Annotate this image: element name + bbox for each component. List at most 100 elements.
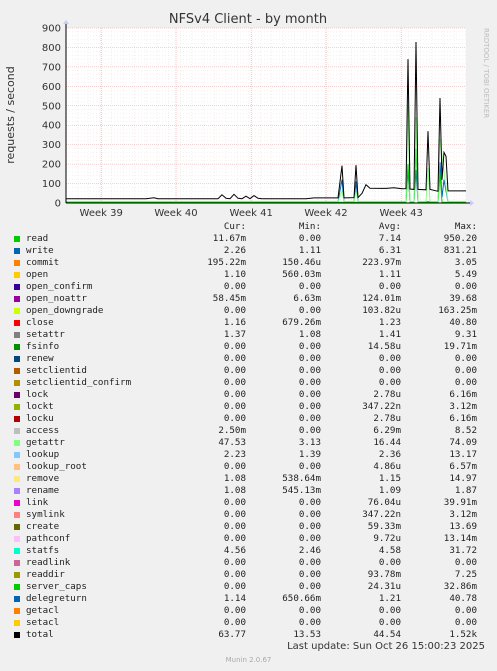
legend-name: getacl — [26, 605, 60, 616]
series-line-getattr — [66, 105, 466, 202]
legend-cur: 1.37 — [223, 329, 246, 340]
legend-swatch — [14, 392, 20, 398]
legend-avg: 7.14 — [378, 233, 401, 244]
y-tick-label: 800 — [42, 43, 61, 54]
legend-max: 32.86m — [443, 581, 477, 592]
y-tick-label: 900 — [42, 24, 61, 35]
legend-max: 7.25 — [454, 569, 477, 580]
legend-min: 2.46 — [298, 545, 321, 556]
legend-row-rename: rename 1.08 545.13m 1.09 1.87 — [12, 485, 484, 497]
legend-cur: 0.00 — [223, 509, 246, 520]
legend-name: open_noattr — [26, 293, 87, 304]
legend-cur: 0.00 — [223, 401, 246, 412]
legend-cur: 0.00 — [223, 365, 246, 376]
legend-avg: 2.78u — [373, 413, 401, 424]
legend-avg: 4.86u — [373, 461, 401, 472]
y-tick-label: 0 — [55, 199, 61, 210]
x-tick-label: Week 40 — [154, 208, 197, 219]
legend-row-server_caps: server_caps 0.00 0.00 24.31u 32.86m — [12, 581, 484, 593]
legend-name: delegreturn — [26, 593, 87, 604]
legend-cur: 0.00 — [223, 461, 246, 472]
legend-avg: 59.33m — [367, 521, 401, 532]
legend-min: 0.00 — [298, 341, 321, 352]
legend-cur: 0.00 — [223, 305, 246, 316]
legend-cur: 63.77 — [218, 629, 246, 640]
legend-cur: 58.45m — [212, 293, 246, 304]
legend-row-close: close 1.16 679.26m 1.23 40.80 — [12, 317, 484, 329]
legend-cur: 0.00 — [223, 617, 246, 628]
legend-swatch — [14, 272, 20, 278]
legend-swatch — [14, 332, 20, 338]
legend-row-link: link 0.00 0.00 76.04u 39.91m — [12, 497, 484, 509]
legend-swatch — [14, 236, 20, 242]
legend-row-read: read 11.67m 0.00 7.14 950.20 — [12, 233, 484, 245]
legend-swatch — [14, 248, 20, 254]
legend-cur: 0.00 — [223, 413, 246, 424]
legend-swatch — [14, 524, 20, 530]
last-update: Last update: Sun Oct 26 15:00:23 2025 — [287, 641, 485, 652]
legend-min: 545.13m — [282, 485, 321, 496]
legend-avg: 93.78m — [367, 569, 401, 580]
legend-max: 39.91m — [443, 497, 477, 508]
header-avg: Avg: — [378, 221, 401, 232]
legend-swatch — [14, 464, 20, 470]
legend-row-open_noattr: open_noattr 58.45m 6.63m 124.01m 39.68 — [12, 293, 484, 305]
legend-name: lockt — [26, 401, 54, 412]
legend-swatch — [14, 380, 20, 386]
legend-swatch — [14, 416, 20, 422]
legend-swatch — [14, 572, 20, 578]
y-tick-label: 500 — [42, 101, 61, 112]
legend-row-create: create 0.00 0.00 59.33m 13.69 — [12, 521, 484, 533]
legend-avg: 1.15 — [378, 473, 401, 484]
legend-cur: 0.00 — [223, 521, 246, 532]
legend-name: close — [26, 317, 54, 328]
legend-row-readdir: readdir 0.00 0.00 93.78m 7.25 — [12, 569, 484, 581]
legend-avg: 14.58u — [367, 341, 401, 352]
legend-max: 950.20 — [443, 233, 477, 244]
legend-max: 19.71m — [443, 341, 477, 352]
legend-row-getacl: getacl 0.00 0.00 0.00 0.00 — [12, 605, 484, 617]
legend-name: lookup — [26, 449, 60, 460]
legend-min: 0.00 — [298, 233, 321, 244]
x-axis-arrow — [470, 200, 474, 206]
legend-swatch — [14, 428, 20, 434]
legend-cur: 195.22m — [207, 257, 246, 268]
legend-name: renew — [26, 353, 54, 364]
legend-name: setattr — [26, 329, 65, 340]
legend-row-setclientid_confirm: setclientid_confirm 0.00 0.00 0.00 0.00 — [12, 377, 484, 389]
legend-max: 0.00 — [454, 557, 477, 568]
legend-name: statfs — [26, 545, 60, 556]
legend-max: 13.14m — [443, 533, 477, 544]
legend-min: 13.53 — [293, 629, 321, 640]
legend-row-lookup: lookup 2.23 1.39 2.36 13.17 — [12, 449, 484, 461]
legend-swatch — [14, 260, 20, 266]
legend-avg: 347.22n — [362, 401, 401, 412]
legend-swatch — [14, 512, 20, 518]
legend-max: 0.00 — [454, 365, 477, 376]
legend-min: 0.00 — [298, 413, 321, 424]
header-min: Min: — [298, 221, 321, 232]
x-tick-label: Week 42 — [304, 208, 347, 219]
legend-avg: 1.41 — [378, 329, 401, 340]
y-tick-label: 300 — [42, 140, 61, 151]
legend-name: readdir — [26, 569, 65, 580]
legend-max: 6.16m — [449, 413, 477, 424]
legend-max: 74.09 — [449, 437, 477, 448]
legend-avg: 4.58 — [378, 545, 401, 556]
legend-max: 13.17 — [449, 449, 477, 460]
x-tick-label: Week 43 — [380, 208, 423, 219]
legend-row-lockt: lockt 0.00 0.00 347.22n 3.12m — [12, 401, 484, 413]
legend-row-fsinfo: fsinfo 0.00 0.00 14.58u 19.71m — [12, 341, 484, 353]
plot-area — [66, 28, 466, 203]
legend-avg: 0.00 — [378, 377, 401, 388]
legend-row-renew: renew 0.00 0.00 0.00 0.00 — [12, 353, 484, 365]
legend-max: 40.80 — [449, 317, 477, 328]
legend-swatch — [14, 548, 20, 554]
legend-max: 6.16m — [449, 389, 477, 400]
legend-swatch — [14, 620, 20, 626]
legend-rows: read 11.67m 0.00 7.14 950.20 write 2.26 1.11 6.3… — [12, 233, 484, 641]
legend-avg: 347.22n — [362, 509, 401, 520]
legend-avg: 0.00 — [378, 605, 401, 616]
legend-swatch — [14, 500, 20, 506]
legend-row-total: total 63.77 13.53 44.54 1.52k — [12, 629, 484, 641]
